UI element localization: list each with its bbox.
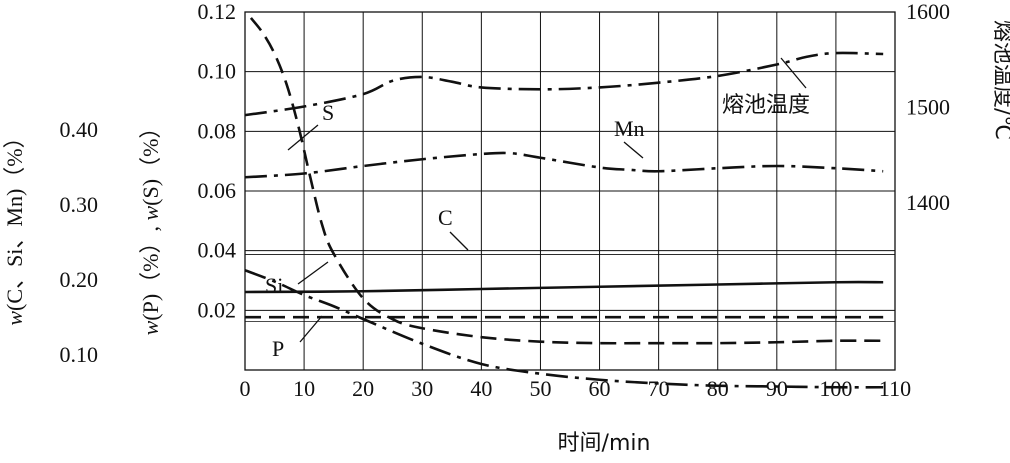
- x-tick-label: 110: [879, 376, 911, 401]
- annotation-s: S: [322, 100, 334, 125]
- x-tick-label: 10: [293, 376, 315, 401]
- x-tick-label: 70: [648, 376, 670, 401]
- annotation-temperature: 熔池温度: [722, 93, 810, 118]
- y-outer-tick-labels: 0.40 0.30 0.20 0.10: [60, 117, 99, 367]
- x-tick-label: 30: [411, 376, 433, 401]
- y-outer-tick-label: 0.20: [60, 267, 99, 292]
- y-right-tick-label: 1500: [906, 94, 950, 119]
- y-outer-label-w: w: [2, 311, 27, 326]
- annotation-c: C: [438, 205, 453, 230]
- annotation-leaders: [287, 57, 807, 343]
- x-tick-label: 100: [819, 376, 852, 401]
- y-inner-label-w2: w: [138, 206, 163, 221]
- y-right-tick-labels: 1600 1500 1400: [906, 0, 950, 215]
- series-line-熔池温度: [244, 51, 884, 117]
- series-lines: [244, 17, 884, 389]
- series-line-Mn: [244, 151, 884, 179]
- x-tick-label: 90: [766, 376, 788, 401]
- annotation-si: Si: [265, 273, 283, 298]
- y-inner-tick-label: 0.04: [198, 238, 237, 263]
- leader-mn: [623, 141, 644, 159]
- x-tick-label: 80: [707, 376, 729, 401]
- x-tick-label: 0: [240, 376, 251, 401]
- series-line-C: [244, 280, 884, 294]
- y-inner-label-w1: w: [138, 320, 163, 335]
- y-outer-label-mid: C、Si、Mn: [2, 196, 27, 304]
- y-right-tick-label: 1400: [906, 190, 950, 215]
- y-inner-tick-label: 0.12: [198, 0, 237, 24]
- y-inner-tick-label: 0.10: [198, 59, 237, 84]
- y-inner-tick-label: 0.06: [198, 178, 237, 203]
- y-axis-inner-label: w(P)（%）, w(S)（%）: [138, 117, 163, 336]
- y-inner-tick-labels: 0.12 0.10 0.08 0.06 0.04 0.02: [198, 0, 237, 322]
- y-axis-right-label: 熔池温度/℃: [990, 20, 1010, 140]
- x-tick-label: 50: [529, 376, 551, 401]
- y-inner-label-p: (P)（%）,: [138, 221, 163, 321]
- series-line-S: [249, 17, 884, 345]
- leader-temperature: [780, 57, 807, 89]
- leader-p: [299, 315, 323, 343]
- y-axis-outer-label: w(C、Si、Mn)（%）: [2, 126, 27, 325]
- x-tick-label: 20: [352, 376, 374, 401]
- x-axis-label: 时间/min: [558, 431, 651, 456]
- leader-c: [449, 231, 469, 251]
- y-outer-label-open: (: [2, 304, 27, 311]
- leader-s: [287, 124, 319, 151]
- grid: [244, 11, 896, 371]
- y-outer-tick-label: 0.30: [60, 192, 99, 217]
- y-outer-tick-label: 0.10: [60, 342, 99, 367]
- x-tick-labels: 0 10 20 30 40 50 60 70 80 90 100 110: [240, 376, 912, 401]
- series-line-Si: [244, 269, 884, 389]
- y-inner-label-s: (S)（%）: [138, 117, 163, 206]
- y-outer-label-close: )（%）: [2, 126, 27, 196]
- x-tick-label: 40: [470, 376, 492, 401]
- leader-si: [297, 261, 329, 285]
- annotation-mn: Mn: [614, 116, 645, 141]
- y-inner-tick-label: 0.08: [198, 118, 237, 143]
- y-inner-tick-label: 0.02: [198, 297, 237, 322]
- y-outer-tick-label: 0.40: [60, 117, 99, 142]
- annotation-p: P: [272, 336, 284, 361]
- x-tick-label: 60: [589, 376, 611, 401]
- y-right-tick-label: 1600: [906, 0, 950, 24]
